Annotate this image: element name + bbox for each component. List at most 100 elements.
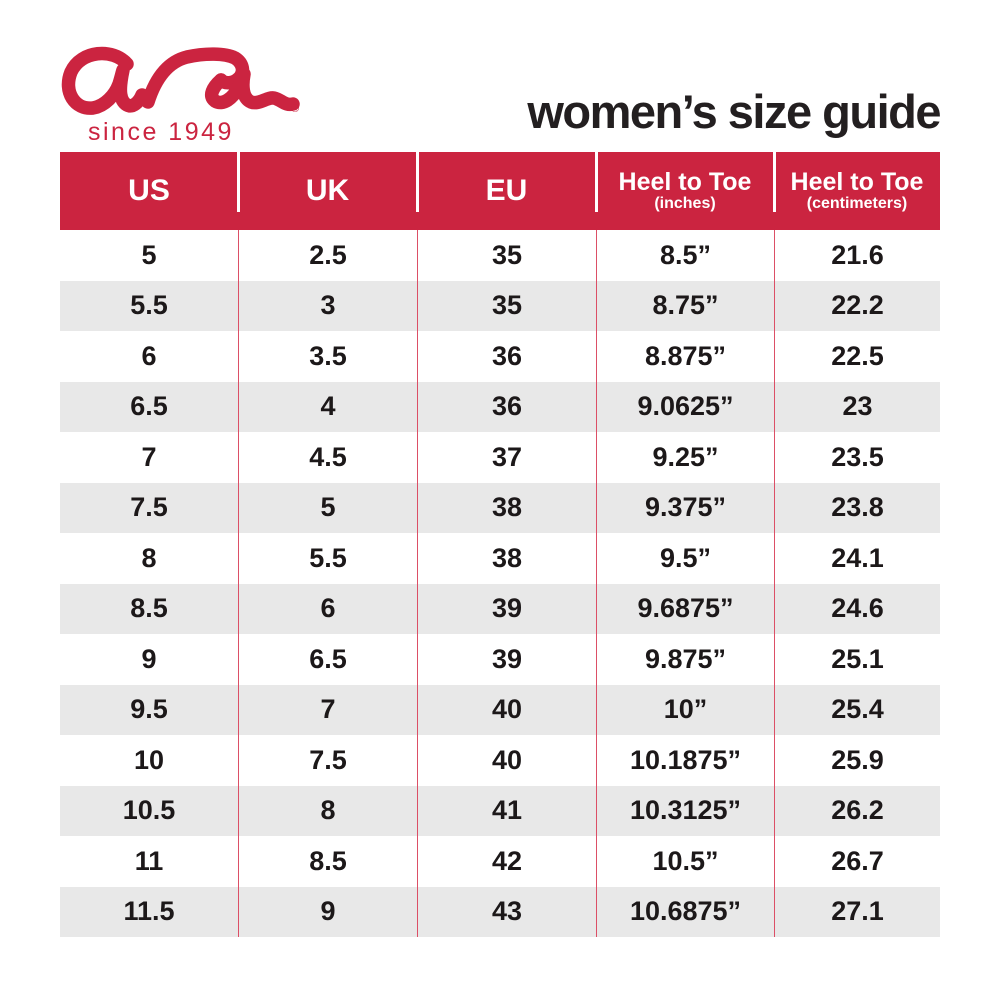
- table-cell: 10”: [596, 684, 774, 735]
- table-cell: 4.5: [238, 432, 417, 483]
- table-cell: 8: [141, 542, 157, 573]
- table-cell: 22.2: [774, 280, 940, 331]
- table-cell: 6.5: [130, 391, 168, 422]
- table-cell: 6: [141, 340, 157, 371]
- table-cell: 11: [134, 845, 164, 876]
- table-cell: 7.5: [130, 492, 168, 523]
- size-table: US UK EU Heel to Toe (inches) Heel to Toe (cen…: [60, 152, 940, 937]
- table-cell: 25.1: [774, 634, 940, 685]
- table-cell: 35: [417, 280, 596, 331]
- table-cell: 9.25”: [596, 432, 774, 483]
- table-cell: 7: [141, 441, 157, 472]
- table-cell: 9.375”: [596, 482, 774, 533]
- table-cell: 8: [238, 785, 417, 836]
- table-cell: 9.875”: [596, 634, 774, 685]
- table-cell: 40: [417, 735, 596, 786]
- table-row: 11 8.5 42 10.5” 26.7: [60, 836, 940, 887]
- logo-letter-a1: [61, 46, 149, 115]
- table-cell: 9.5: [130, 694, 168, 725]
- table-row: 8 5.5 38 9.5” 24.1: [60, 533, 940, 584]
- table-cell: 8.875”: [596, 331, 774, 382]
- column-label: EU: [485, 174, 528, 207]
- registered-trademark-mark: ®: [291, 103, 299, 115]
- table-row: 5.5 3 35 8.75” 22.2: [60, 280, 940, 331]
- column-header-us: US: [60, 152, 238, 230]
- table-cell: 11.5: [123, 896, 175, 927]
- size-table-body: 5 2.5 35 8.5” 21.6 5.5 3 35 8.75” 22.2 6 3.5 36 8.875…: [60, 230, 940, 937]
- table-row: 10 7.5 40 10.1875” 25.9: [60, 735, 940, 786]
- table-cell: 23.8: [774, 482, 940, 533]
- table-cell: 2.5: [238, 230, 417, 281]
- table-cell: 8.5”: [596, 230, 774, 281]
- table-cell: 36: [417, 381, 596, 432]
- table-cell: 23: [774, 381, 940, 432]
- table-cell: 5: [238, 482, 417, 533]
- column-label: Heel to Toe: [790, 167, 924, 196]
- table-cell: 24.1: [774, 533, 940, 584]
- table-cell: 6.5: [238, 634, 417, 685]
- page-title: women’s size guide: [527, 85, 941, 138]
- table-row: 10.5 8 41 10.3125” 26.2: [60, 785, 940, 836]
- column-label: UK: [305, 174, 350, 207]
- table-cell: 8.75”: [596, 280, 774, 331]
- table-cell: 3: [238, 280, 417, 331]
- column-sublabel: (inches): [654, 194, 716, 212]
- table-cell: 10.5”: [596, 836, 774, 887]
- table-cell: 42: [417, 836, 596, 887]
- table-cell: 25.4: [774, 684, 940, 735]
- table-cell: 8.5: [238, 836, 417, 887]
- column-header-eu: EU: [415, 152, 596, 230]
- brand-block: ® since 1949: [55, 40, 315, 146]
- logo-letter-a2: [204, 67, 300, 112]
- table-row: 6.5 4 36 9.0625” 23: [60, 381, 940, 432]
- table-cell: 26.2: [774, 785, 940, 836]
- table-cell: 35: [417, 230, 596, 281]
- table-cell: 25.9: [774, 735, 940, 786]
- table-cell: 10.5: [122, 795, 176, 826]
- table-cell: 6: [238, 583, 417, 634]
- table-cell: 39: [417, 634, 596, 685]
- table-cell: 5.5: [130, 290, 168, 321]
- table-cell: 36: [417, 331, 596, 382]
- table-cell: 5.5: [238, 533, 417, 584]
- table-row: 9 6.5 39 9.875” 25.1: [60, 634, 940, 685]
- table-row: 7.5 5 38 9.375” 23.8: [60, 482, 940, 533]
- column-label: Heel to Toe: [618, 167, 752, 196]
- table-cell: 43: [417, 886, 596, 937]
- column-header-heel-to-toe-inches: Heel to Toe (inches): [594, 152, 774, 230]
- table-cell: 8.5: [130, 593, 168, 624]
- size-table-header: US UK EU Heel to Toe (inches) Heel to Toe (cen…: [60, 152, 940, 230]
- table-cell: 7: [238, 684, 417, 735]
- table-cell: 9: [238, 886, 417, 937]
- table-cell: 38: [417, 482, 596, 533]
- table-cell: 10.1875”: [596, 735, 774, 786]
- table-cell: 27.1: [774, 886, 940, 937]
- table-cell: 10.3125”: [596, 785, 774, 836]
- brand-tagline: since 1949: [88, 118, 234, 146]
- table-cell: 22.5: [774, 331, 940, 382]
- table-cell: 9.6875”: [596, 583, 774, 634]
- table-cell: 41: [417, 785, 596, 836]
- table-row: 11.5 9 43 10.6875” 27.1: [60, 886, 940, 937]
- column-header-uk: UK: [236, 152, 417, 230]
- column-sublabel: (centimeters): [806, 194, 908, 212]
- table-cell: 9.0625”: [596, 381, 774, 432]
- table-cell: 5: [141, 239, 157, 270]
- table-cell: 4: [238, 381, 417, 432]
- column-header-heel-to-toe-centimeters: Heel to Toe (centimeters): [772, 152, 940, 230]
- table-row: 7 4.5 37 9.25” 23.5: [60, 432, 940, 483]
- table-row: 6 3.5 36 8.875” 22.5: [60, 331, 940, 382]
- column-label: US: [128, 174, 170, 207]
- table-cell: 10.6875”: [596, 886, 774, 937]
- table-cell: 24.6: [774, 583, 940, 634]
- ara-logo-icon: ®: [61, 46, 300, 115]
- table-cell: 9: [141, 643, 157, 674]
- table-cell: 21.6: [774, 230, 940, 281]
- table-cell: 7.5: [238, 735, 417, 786]
- table-row: 9.5 7 40 10” 25.4: [60, 684, 940, 735]
- table-cell: 10: [133, 744, 165, 775]
- table-cell: 39: [417, 583, 596, 634]
- table-cell: 40: [417, 684, 596, 735]
- table-cell: 26.7: [774, 836, 940, 887]
